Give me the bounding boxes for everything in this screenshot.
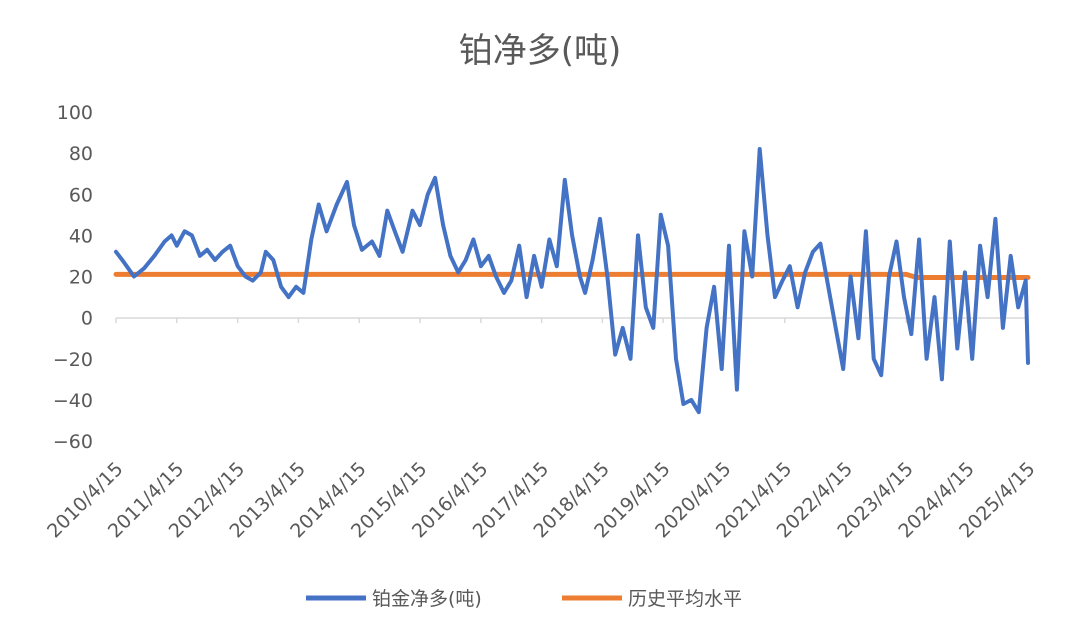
legend-label-1: 铂金净多(吨) bbox=[372, 588, 482, 610]
y-tick-label: 100 bbox=[57, 102, 93, 124]
plot-area bbox=[113, 147, 1031, 415]
legend: 铂金净多(吨) 历史平均水平 bbox=[306, 588, 742, 610]
y-tick-label: 20 bbox=[69, 267, 93, 289]
y-axis: 100 80 60 40 20 0 −20 −40 −60 bbox=[53, 102, 93, 453]
y-tick-label: 60 bbox=[69, 184, 93, 206]
y-tick-label: −60 bbox=[53, 431, 93, 453]
chart-title: 铂净多(吨) bbox=[459, 31, 622, 71]
series-line-1 bbox=[114, 147, 1030, 415]
y-tick-label: 0 bbox=[81, 308, 93, 330]
x-axis: 2010/4/152011/4/152012/4/152013/4/152014… bbox=[43, 317, 1040, 542]
y-tick-label: 40 bbox=[69, 225, 93, 247]
y-tick-label: 80 bbox=[69, 143, 93, 165]
legend-label-2: 历史平均水平 bbox=[628, 588, 742, 610]
y-tick-label: −20 bbox=[53, 349, 93, 371]
y-tick-label: −40 bbox=[53, 390, 93, 412]
